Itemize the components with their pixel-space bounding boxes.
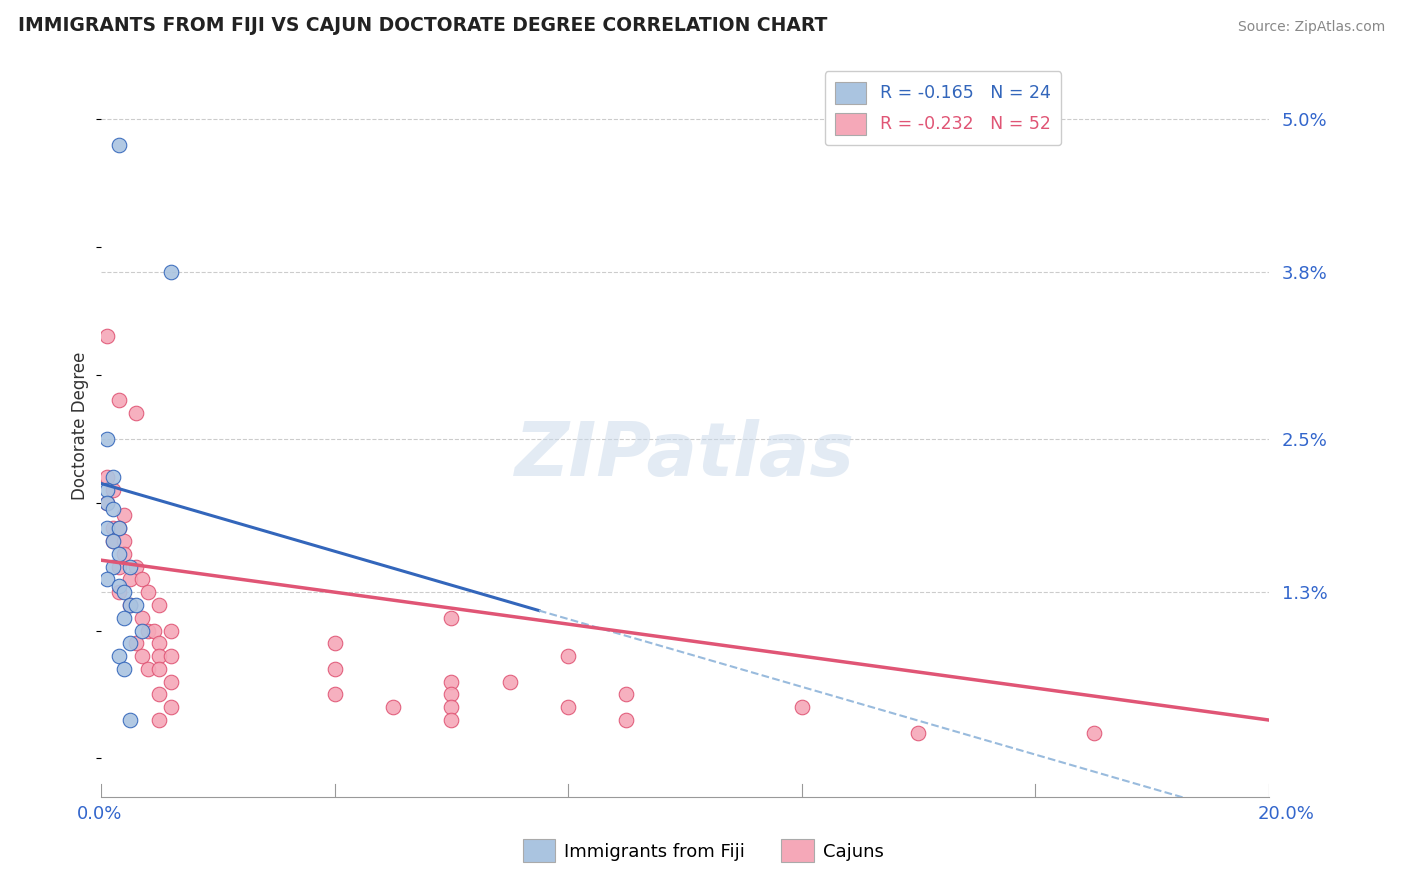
Point: [107, 521, 129, 535]
Point: [112, 547, 135, 561]
Point: [148, 662, 170, 676]
Point: [160, 624, 183, 638]
Point: [107, 393, 129, 408]
Point: [323, 636, 346, 650]
Point: [112, 508, 135, 523]
Point: [120, 598, 142, 612]
Y-axis label: Doctorate Degree: Doctorate Degree: [72, 351, 89, 500]
Point: [120, 598, 142, 612]
Point: [125, 406, 148, 420]
Point: [1083, 726, 1105, 740]
Point: [112, 611, 135, 625]
Point: [440, 700, 463, 714]
Point: [323, 688, 346, 702]
Point: [101, 534, 124, 549]
Point: [131, 649, 153, 664]
Point: [323, 662, 346, 676]
Point: [136, 662, 159, 676]
Point: [148, 598, 170, 612]
Point: [112, 662, 135, 676]
Text: IMMIGRANTS FROM FIJI VS CAJUN DOCTORATE DEGREE CORRELATION CHART: IMMIGRANTS FROM FIJI VS CAJUN DOCTORATE …: [18, 16, 828, 35]
Point: [131, 624, 153, 638]
Point: [499, 674, 522, 689]
Point: [125, 559, 148, 574]
Point: [101, 470, 124, 484]
Point: [120, 573, 142, 587]
Text: Source: ZipAtlas.com: Source: ZipAtlas.com: [1237, 21, 1385, 34]
Point: [131, 573, 153, 587]
Text: ZIPatlas: ZIPatlas: [515, 419, 855, 492]
Point: [160, 700, 183, 714]
Point: [101, 534, 124, 549]
Point: [131, 611, 153, 625]
Point: [107, 137, 129, 152]
Point: [101, 483, 124, 497]
Text: 0.0%: 0.0%: [77, 805, 122, 822]
Point: [120, 713, 142, 727]
Point: [616, 713, 638, 727]
Point: [148, 713, 170, 727]
Point: [96, 521, 118, 535]
Point: [148, 636, 170, 650]
Point: [107, 649, 129, 664]
Point: [107, 521, 129, 535]
Point: [112, 585, 135, 599]
Point: [148, 688, 170, 702]
Point: [107, 585, 129, 599]
Point: [136, 624, 159, 638]
Point: [120, 636, 142, 650]
Point: [112, 534, 135, 549]
Point: [440, 713, 463, 727]
Point: [148, 649, 170, 664]
Point: [101, 559, 124, 574]
Point: [96, 470, 118, 484]
Point: [790, 700, 813, 714]
Point: [96, 496, 118, 510]
Text: 20.0%: 20.0%: [1258, 805, 1315, 822]
Point: [557, 649, 579, 664]
Point: [907, 726, 929, 740]
Point: [96, 432, 118, 446]
Legend: Immigrants from Fiji, Cajuns: Immigrants from Fiji, Cajuns: [516, 832, 890, 870]
Point: [160, 649, 183, 664]
Point: [96, 329, 118, 343]
Point: [557, 700, 579, 714]
Point: [142, 624, 165, 638]
Point: [381, 700, 404, 714]
Point: [160, 265, 183, 279]
Point: [136, 585, 159, 599]
Point: [107, 559, 129, 574]
Point: [96, 573, 118, 587]
Point: [125, 598, 148, 612]
Point: [440, 611, 463, 625]
Point: [440, 688, 463, 702]
Point: [96, 496, 118, 510]
Point: [440, 674, 463, 689]
Point: [101, 502, 124, 516]
Point: [107, 547, 129, 561]
Point: [107, 579, 129, 593]
Point: [616, 688, 638, 702]
Point: [125, 636, 148, 650]
Point: [120, 559, 142, 574]
Point: [101, 521, 124, 535]
Point: [96, 483, 118, 497]
Legend: R = -0.165   N = 24, R = -0.232   N = 52: R = -0.165 N = 24, R = -0.232 N = 52: [825, 71, 1062, 145]
Point: [160, 674, 183, 689]
